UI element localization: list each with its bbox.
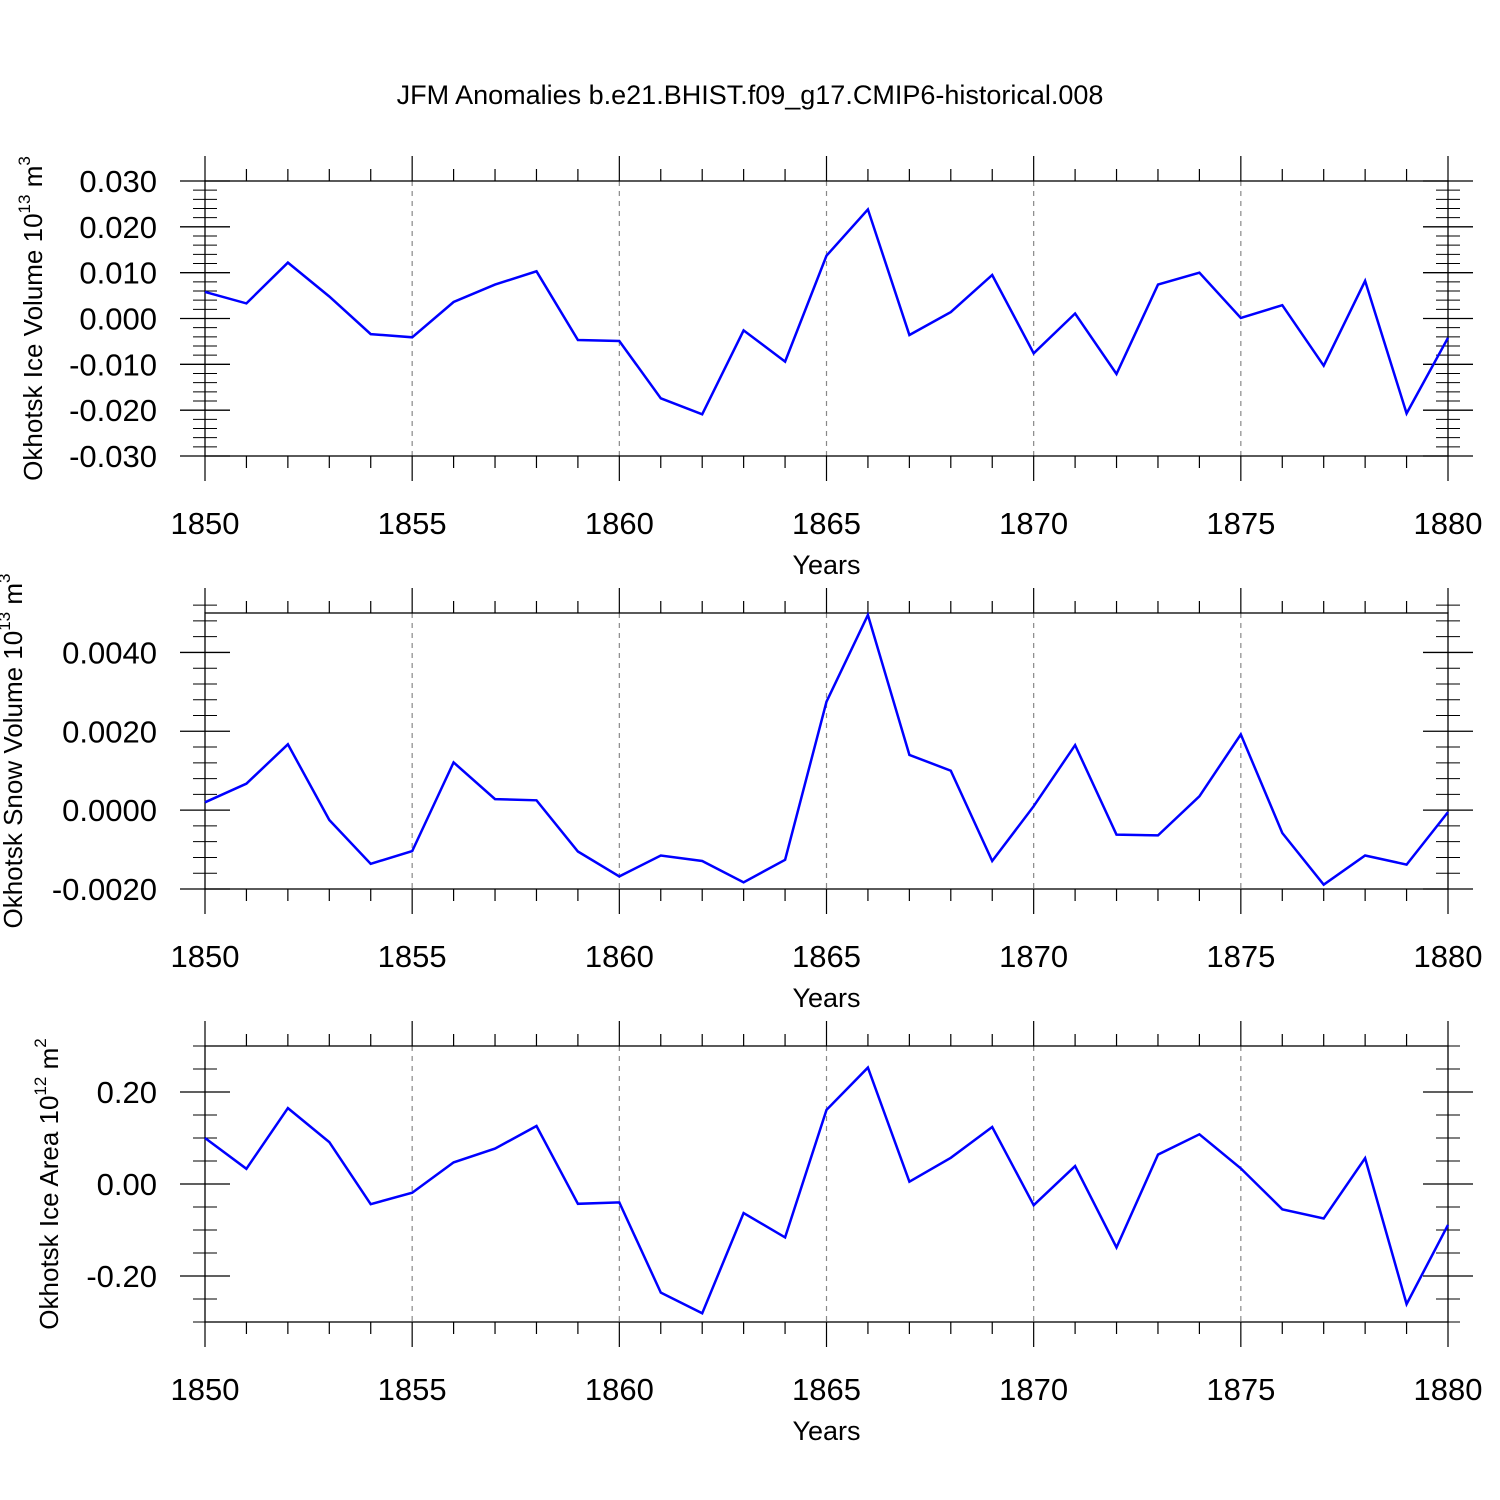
ice-volume-y-tick-label: 0.020 (79, 210, 157, 245)
ice-area-x-axis-label: Years (792, 1416, 860, 1446)
ice-volume-y-axis-label-main: Okhotsk Ice Volume 10 (18, 213, 48, 480)
ice-volume-x-tick-label: 1870 (999, 506, 1068, 541)
snow-volume-y-axis-label: Okhotsk Snow Volume 1013 m3 (0, 574, 28, 929)
snow-volume-x-tick-label: 1850 (171, 939, 240, 974)
ice-area-x-tick-label: 1880 (1414, 1372, 1483, 1407)
snow-volume-x-tick-labels: 1850 1855 1860 1865 1870 1875 1880 (171, 939, 1483, 974)
snow-volume-y-tick-label: 0.0000 (62, 793, 157, 828)
ice-area-y-axis-label-exponent: 12 (31, 1077, 50, 1096)
snow-volume-x-axis-label: Years (792, 983, 860, 1013)
ice-volume-y-axis-label-exponent: 13 (15, 195, 34, 214)
ice-area-line (204, 1065, 1450, 1316)
snow-volume-y-tick-label: -0.0020 (52, 872, 157, 907)
figure-title: JFM Anomalies b.e21.BHIST.f09_g17.CMIP6-… (397, 80, 1104, 110)
snow-volume-y-axis-label-unit: m (0, 583, 28, 612)
snow-volume-x-tick-label: 1855 (378, 939, 447, 974)
ice-area-axes (180, 1021, 1473, 1347)
snow-volume-x-tick-label: 1865 (792, 939, 861, 974)
snow-volume-y-axis-label-exponent: 13 (0, 612, 14, 631)
snow-volume-x-tick-label: 1875 (1206, 939, 1275, 974)
ice-volume-x-tick-label: 1860 (585, 506, 654, 541)
ice-area-y-axis-label: Okhotsk Ice Area 1012 m2 (31, 1038, 64, 1329)
snow-volume-y-axis-label-unit-exponent: 3 (0, 574, 14, 583)
ice-area-y-axis-label-unit: m (34, 1048, 64, 1077)
ice-area-x-tick-label: 1850 (171, 1372, 240, 1407)
ice-area-y-axis-label-main: Okhotsk Ice Area 10 (34, 1096, 64, 1330)
ice-volume-x-tick-labels: 1850 1855 1860 1865 1870 1875 1880 (171, 506, 1483, 541)
snow-volume-x-tick-label: 1870 (999, 939, 1068, 974)
ice-area-x-tick-labels: 1850 1855 1860 1865 1870 1875 1880 (171, 1372, 1483, 1407)
snow-volume-x-tick-label: 1860 (585, 939, 654, 974)
ice-area-y-tick-label: 0.20 (97, 1075, 157, 1110)
ice-volume-x-tick-label: 1875 (1206, 506, 1275, 541)
ice-volume-y-tick-labels: -0.030 -0.020 -0.010 0.000 0.010 0.020 0.030 (69, 164, 157, 474)
ice-volume-gridlines (411, 181, 1242, 456)
snow-volume-x-tick-label: 1880 (1414, 939, 1483, 974)
ice-volume-x-tick-label: 1855 (378, 506, 447, 541)
snow-volume-y-axis-label-main: Okhotsk Snow Volume 10 (0, 631, 28, 929)
ice-volume-y-axis-label-unit: m (18, 166, 48, 195)
ice-volume-y-tick-label: -0.020 (69, 393, 157, 428)
snow-volume-y-tick-labels: -0.0020 0.0000 0.0020 0.0040 (52, 635, 157, 907)
ice-volume-y-tick-label: 0.030 (79, 164, 157, 199)
ice-area-y-tick-labels: -0.20 0.00 0.20 (86, 1075, 157, 1294)
snow-volume-y-tick-label: 0.0040 (62, 635, 157, 670)
ice-volume-y-tick-label: 0.010 (79, 256, 157, 291)
ice-area-x-tick-label: 1865 (792, 1372, 861, 1407)
ice-area-y-axis-label-unit-exponent: 2 (31, 1038, 50, 1047)
snow-volume-axes (180, 588, 1473, 914)
ice-volume-x-tick-label: 1865 (792, 506, 861, 541)
ice-volume-x-tick-label: 1850 (171, 506, 240, 541)
ice-volume-axes (180, 156, 1473, 481)
ice-area-panel: -0.200.000.20 1850 1855 1860 1865 1870 1875 18… (31, 1021, 1482, 1446)
ice-volume-y-tick-label: 0.000 (79, 302, 157, 337)
ice-area-x-tick-label: 1860 (585, 1372, 654, 1407)
ice-area-x-tick-label: 1875 (1206, 1372, 1275, 1407)
ice-volume-x-tick-label: 1880 (1414, 506, 1483, 541)
ice-volume-x-axis-label: Years (792, 550, 860, 580)
ice-volume-y-tick-label: -0.010 (69, 347, 157, 382)
ice-volume-y-axis-label-unit-exponent: 3 (15, 156, 34, 165)
ice-area-gridlines (411, 1046, 1242, 1322)
snow-volume-y-tick-label: 0.0020 (62, 714, 157, 749)
ice-volume-panel: -0.030 -0.020 -0.010 0.000 0.010 0.020 0.030 1… (15, 156, 1482, 580)
ice-volume-y-axis-label: Okhotsk Ice Volume 1013 m3 (15, 156, 48, 481)
snow-volume-line (204, 611, 1449, 887)
ice-area-x-tick-label: 1870 (999, 1372, 1068, 1407)
snow-volume-gridlines (411, 613, 1242, 889)
ice-volume-line (204, 206, 1450, 417)
ice-area-y-tick-label: -0.20 (86, 1259, 157, 1294)
ice-area-x-tick-label: 1855 (378, 1372, 447, 1407)
ice-volume-y-tick-label: -0.030 (69, 439, 157, 474)
ice-area-y-tick-label: 0.00 (97, 1167, 157, 1202)
